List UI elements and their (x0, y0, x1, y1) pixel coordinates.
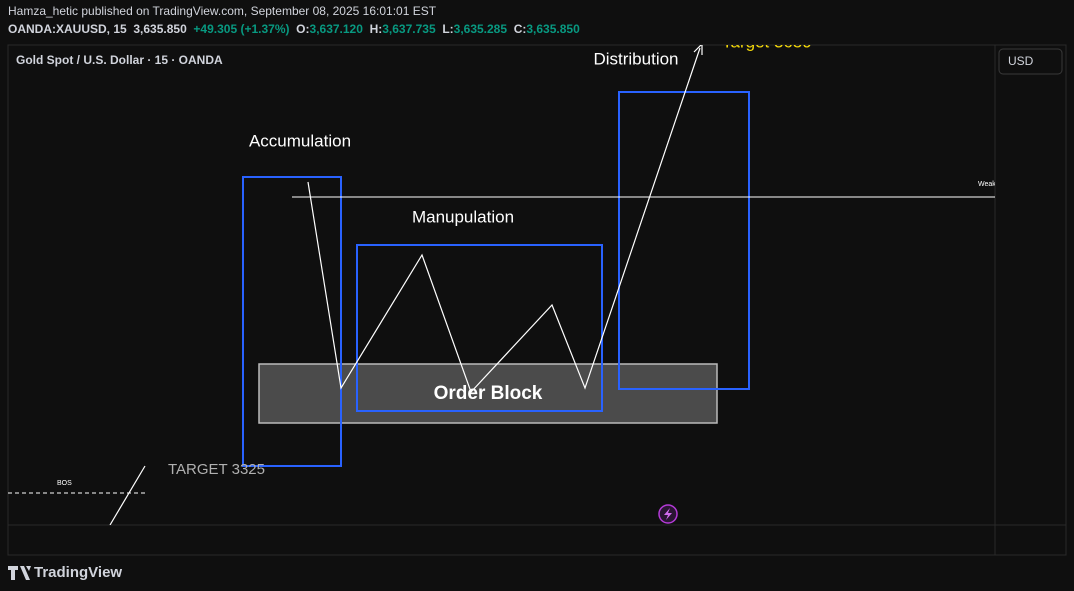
ohlc-label: L: (442, 22, 454, 36)
ohlc-value: 3,637.120 (309, 22, 363, 36)
annotation: TARGET 3325 (168, 461, 265, 478)
annotation: Target 3659 (722, 32, 812, 51)
annotation: BOS (57, 480, 72, 487)
header-quote: OANDA:XAUUSD, 15 3,635.850 +49.305 (+1.3… (8, 22, 580, 36)
tradingview-logo (8, 566, 31, 580)
publisher: Hamza_hetic published on TradingView.com… (8, 4, 437, 18)
annotation: Distribution (593, 49, 678, 68)
footer-brand: TradingView (34, 564, 122, 581)
ohlc-value: 3,637.735 (382, 22, 436, 36)
annotation: Manupulation (412, 207, 514, 226)
arrow-head (693, 45, 703, 55)
ohlc-label: C: (513, 22, 527, 36)
currency-button[interactable] (998, 48, 1063, 75)
annotation-labels: Accumulation Manupulation Distribution O… (57, 32, 996, 525)
ohlc-label: H: (369, 22, 383, 36)
header-line: Hamza_hetic published on TradingView.com… (8, 4, 436, 18)
path-projection-low (109, 465, 146, 525)
path-projection (307, 47, 701, 394)
annotation: Order Block (434, 383, 543, 404)
distribution-box (618, 91, 750, 390)
accumulation-box (242, 176, 342, 467)
chart-frame (7, 44, 1067, 556)
symbol: OANDA:XAUUSD, 15 (8, 22, 127, 36)
currency-label: USD (1008, 54, 1034, 68)
ohlc-value: 3,635.850 (526, 22, 580, 36)
change: +49.305 (+1.37%) (193, 22, 290, 36)
last-price: 3,635.850 (133, 22, 187, 36)
annotations (8, 91, 995, 494)
alert-icon-bolt (664, 508, 672, 520)
annotation: Weak (978, 181, 996, 188)
ohlc-label: O: (296, 22, 310, 36)
ohlc-value: 3,635.285 (453, 22, 508, 36)
manipulation-box (356, 244, 603, 412)
annotation: Accumulation (249, 131, 351, 150)
symbol-legend: Gold Spot / U.S. Dollar · 15 · OANDA (16, 53, 223, 67)
